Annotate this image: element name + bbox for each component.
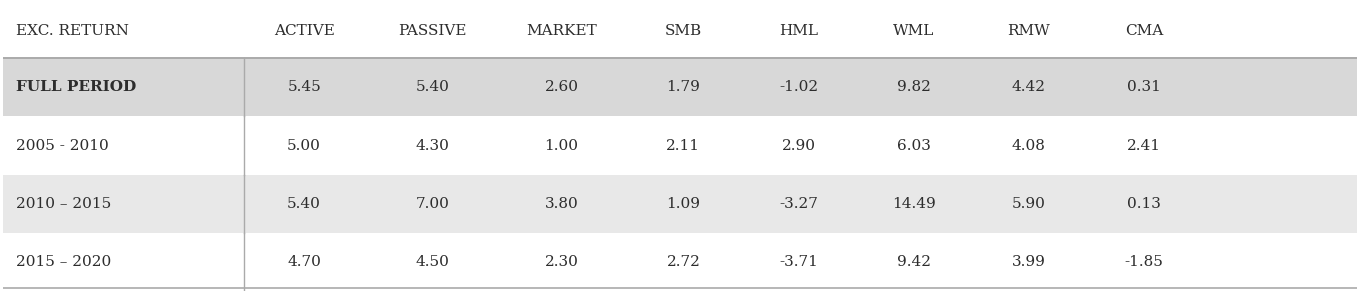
Text: WML: WML bbox=[894, 24, 934, 38]
Text: 5.90: 5.90 bbox=[1012, 197, 1046, 211]
Text: MARKET: MARKET bbox=[526, 24, 597, 38]
Text: 4.50: 4.50 bbox=[416, 255, 450, 269]
Text: 9.42: 9.42 bbox=[896, 255, 930, 269]
Text: 1.09: 1.09 bbox=[666, 197, 700, 211]
Text: 5.40: 5.40 bbox=[416, 80, 450, 94]
Text: 2.72: 2.72 bbox=[666, 255, 700, 269]
Text: FULL PERIOD: FULL PERIOD bbox=[16, 80, 136, 94]
Text: 7.00: 7.00 bbox=[416, 197, 450, 211]
Text: 1.00: 1.00 bbox=[544, 138, 578, 153]
Text: 5.45: 5.45 bbox=[287, 80, 321, 94]
Text: 4.70: 4.70 bbox=[287, 255, 321, 269]
FancyBboxPatch shape bbox=[3, 233, 1357, 291]
Text: 4.42: 4.42 bbox=[1012, 80, 1046, 94]
Text: PASSIVE: PASSIVE bbox=[398, 24, 466, 38]
Text: 2.90: 2.90 bbox=[782, 138, 816, 153]
Text: 0.13: 0.13 bbox=[1127, 197, 1161, 211]
Text: SMB: SMB bbox=[665, 24, 702, 38]
FancyBboxPatch shape bbox=[3, 116, 1357, 175]
FancyBboxPatch shape bbox=[3, 58, 1357, 116]
Text: -3.71: -3.71 bbox=[779, 255, 817, 269]
Text: 5.40: 5.40 bbox=[287, 197, 321, 211]
Text: 4.30: 4.30 bbox=[416, 138, 450, 153]
Text: 6.03: 6.03 bbox=[896, 138, 930, 153]
Text: 2.30: 2.30 bbox=[544, 255, 578, 269]
Text: 2.60: 2.60 bbox=[544, 80, 578, 94]
Text: 2.11: 2.11 bbox=[666, 138, 700, 153]
Text: 2010 – 2015: 2010 – 2015 bbox=[16, 197, 112, 211]
FancyBboxPatch shape bbox=[3, 175, 1357, 233]
Text: -1.02: -1.02 bbox=[779, 80, 819, 94]
Text: 5.00: 5.00 bbox=[287, 138, 321, 153]
Text: 2005 - 2010: 2005 - 2010 bbox=[16, 138, 109, 153]
Text: ACTIVE: ACTIVE bbox=[273, 24, 335, 38]
Text: 9.82: 9.82 bbox=[896, 80, 930, 94]
Text: 3.80: 3.80 bbox=[544, 197, 578, 211]
Text: CMA: CMA bbox=[1125, 24, 1163, 38]
Text: EXC. RETURN: EXC. RETURN bbox=[16, 24, 129, 38]
Text: 1.79: 1.79 bbox=[666, 80, 700, 94]
Text: -3.27: -3.27 bbox=[779, 197, 817, 211]
Text: HML: HML bbox=[779, 24, 817, 38]
Text: RMW: RMW bbox=[1008, 24, 1050, 38]
Text: 0.31: 0.31 bbox=[1127, 80, 1161, 94]
Text: 14.49: 14.49 bbox=[892, 197, 936, 211]
Text: 4.08: 4.08 bbox=[1012, 138, 1046, 153]
Text: -1.85: -1.85 bbox=[1125, 255, 1163, 269]
Text: 2015 – 2020: 2015 – 2020 bbox=[16, 255, 112, 269]
Text: 3.99: 3.99 bbox=[1012, 255, 1046, 269]
Text: 2.41: 2.41 bbox=[1127, 138, 1161, 153]
